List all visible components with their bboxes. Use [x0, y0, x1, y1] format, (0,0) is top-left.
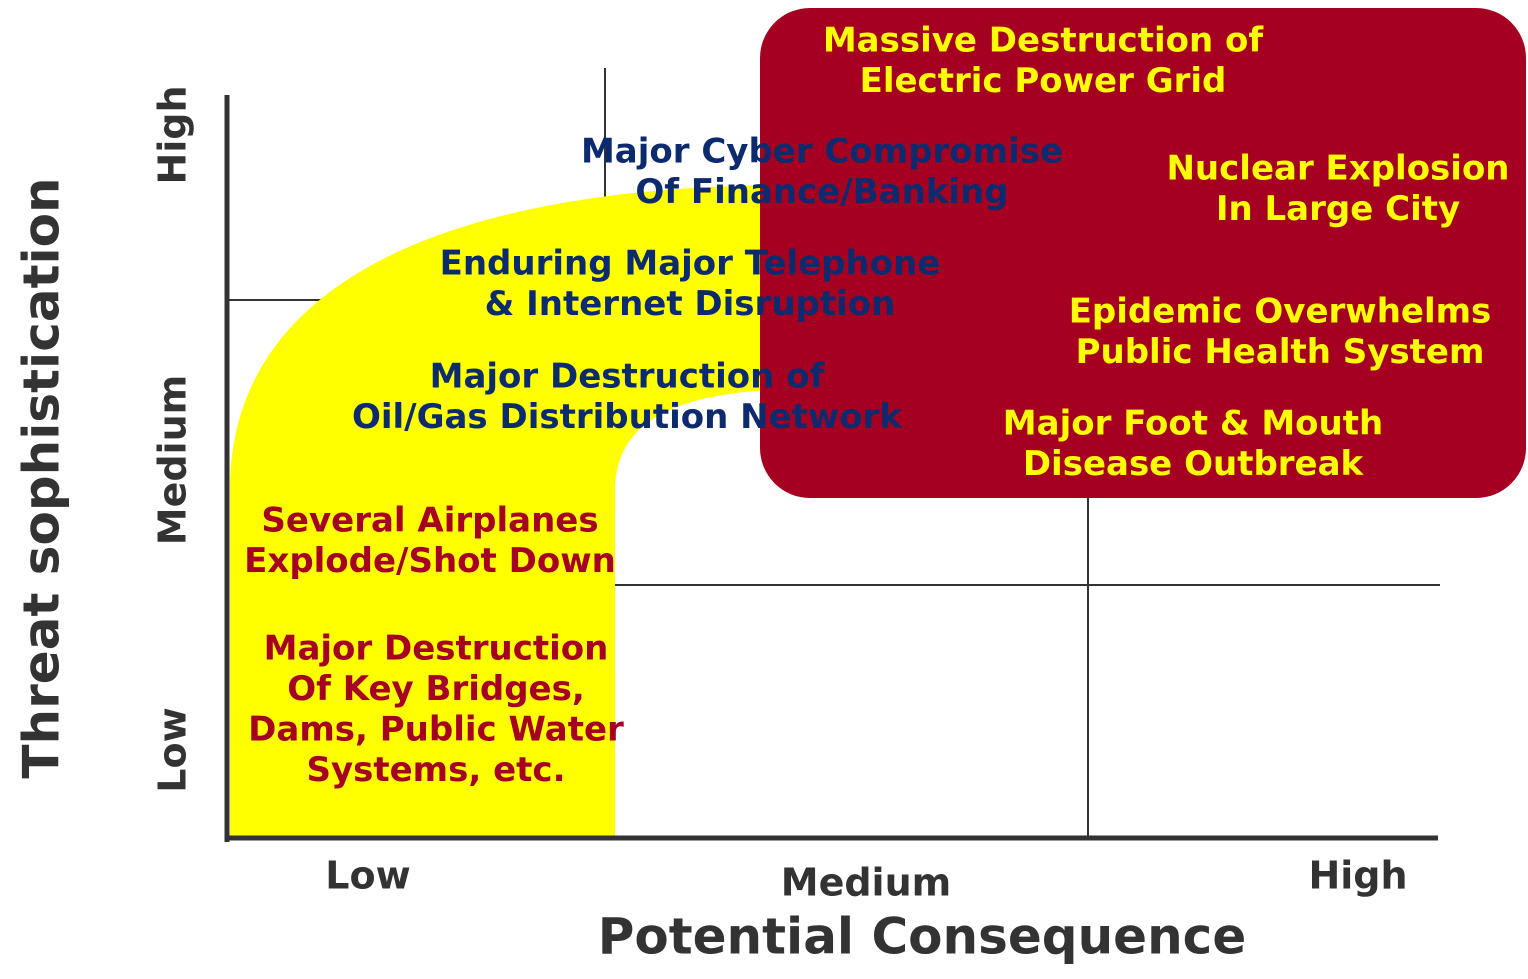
low-impact-region: [230, 185, 770, 838]
threat-label: Systems, etc.: [306, 750, 565, 790]
threat-label: Explode/Shot Down: [244, 541, 616, 581]
high-impact-region: [760, 8, 1526, 498]
threat-label: Major Cyber Compromise: [581, 132, 1063, 172]
y-axis-title: Threat sophistication: [13, 177, 71, 778]
threat-label: Nuclear Explosion: [1166, 149, 1509, 189]
threat-label: Disease Outbreak: [1023, 444, 1365, 484]
threat-label: Dams, Public Water: [248, 710, 624, 750]
threat-label: & Internet Disruption: [485, 284, 896, 324]
threat-label: Major Destruction of: [430, 357, 826, 397]
x-tick-label: High: [1308, 854, 1407, 898]
threat-label: Enduring Major Telephone: [440, 244, 941, 284]
threat-label: Major Foot & Mouth: [1003, 404, 1383, 444]
y-tick-label: Medium: [151, 375, 195, 545]
threat-label: Oil/Gas Distribution Network: [352, 397, 903, 437]
y-tick-label: Low: [151, 707, 195, 792]
x-axis-title: Potential Consequence: [598, 908, 1247, 966]
x-tick-label: Low: [325, 854, 410, 898]
y-tick-label: High: [151, 85, 195, 184]
threat-label: Of Finance/Banking: [635, 172, 1008, 212]
threat-label: Several Airplanes: [261, 501, 598, 541]
threat-label: Massive Destruction of: [823, 21, 1265, 61]
threat-label: In Large City: [1216, 189, 1460, 229]
threat-label: Public Health System: [1076, 332, 1485, 372]
threat-label: Of Key Bridges,: [287, 669, 585, 709]
x-tick-label: Medium: [781, 861, 951, 905]
threat-label: Electric Power Grid: [860, 61, 1227, 101]
threat-label: Major Destruction: [264, 629, 609, 669]
threat-label: Epidemic Overwhelms: [1069, 292, 1492, 332]
